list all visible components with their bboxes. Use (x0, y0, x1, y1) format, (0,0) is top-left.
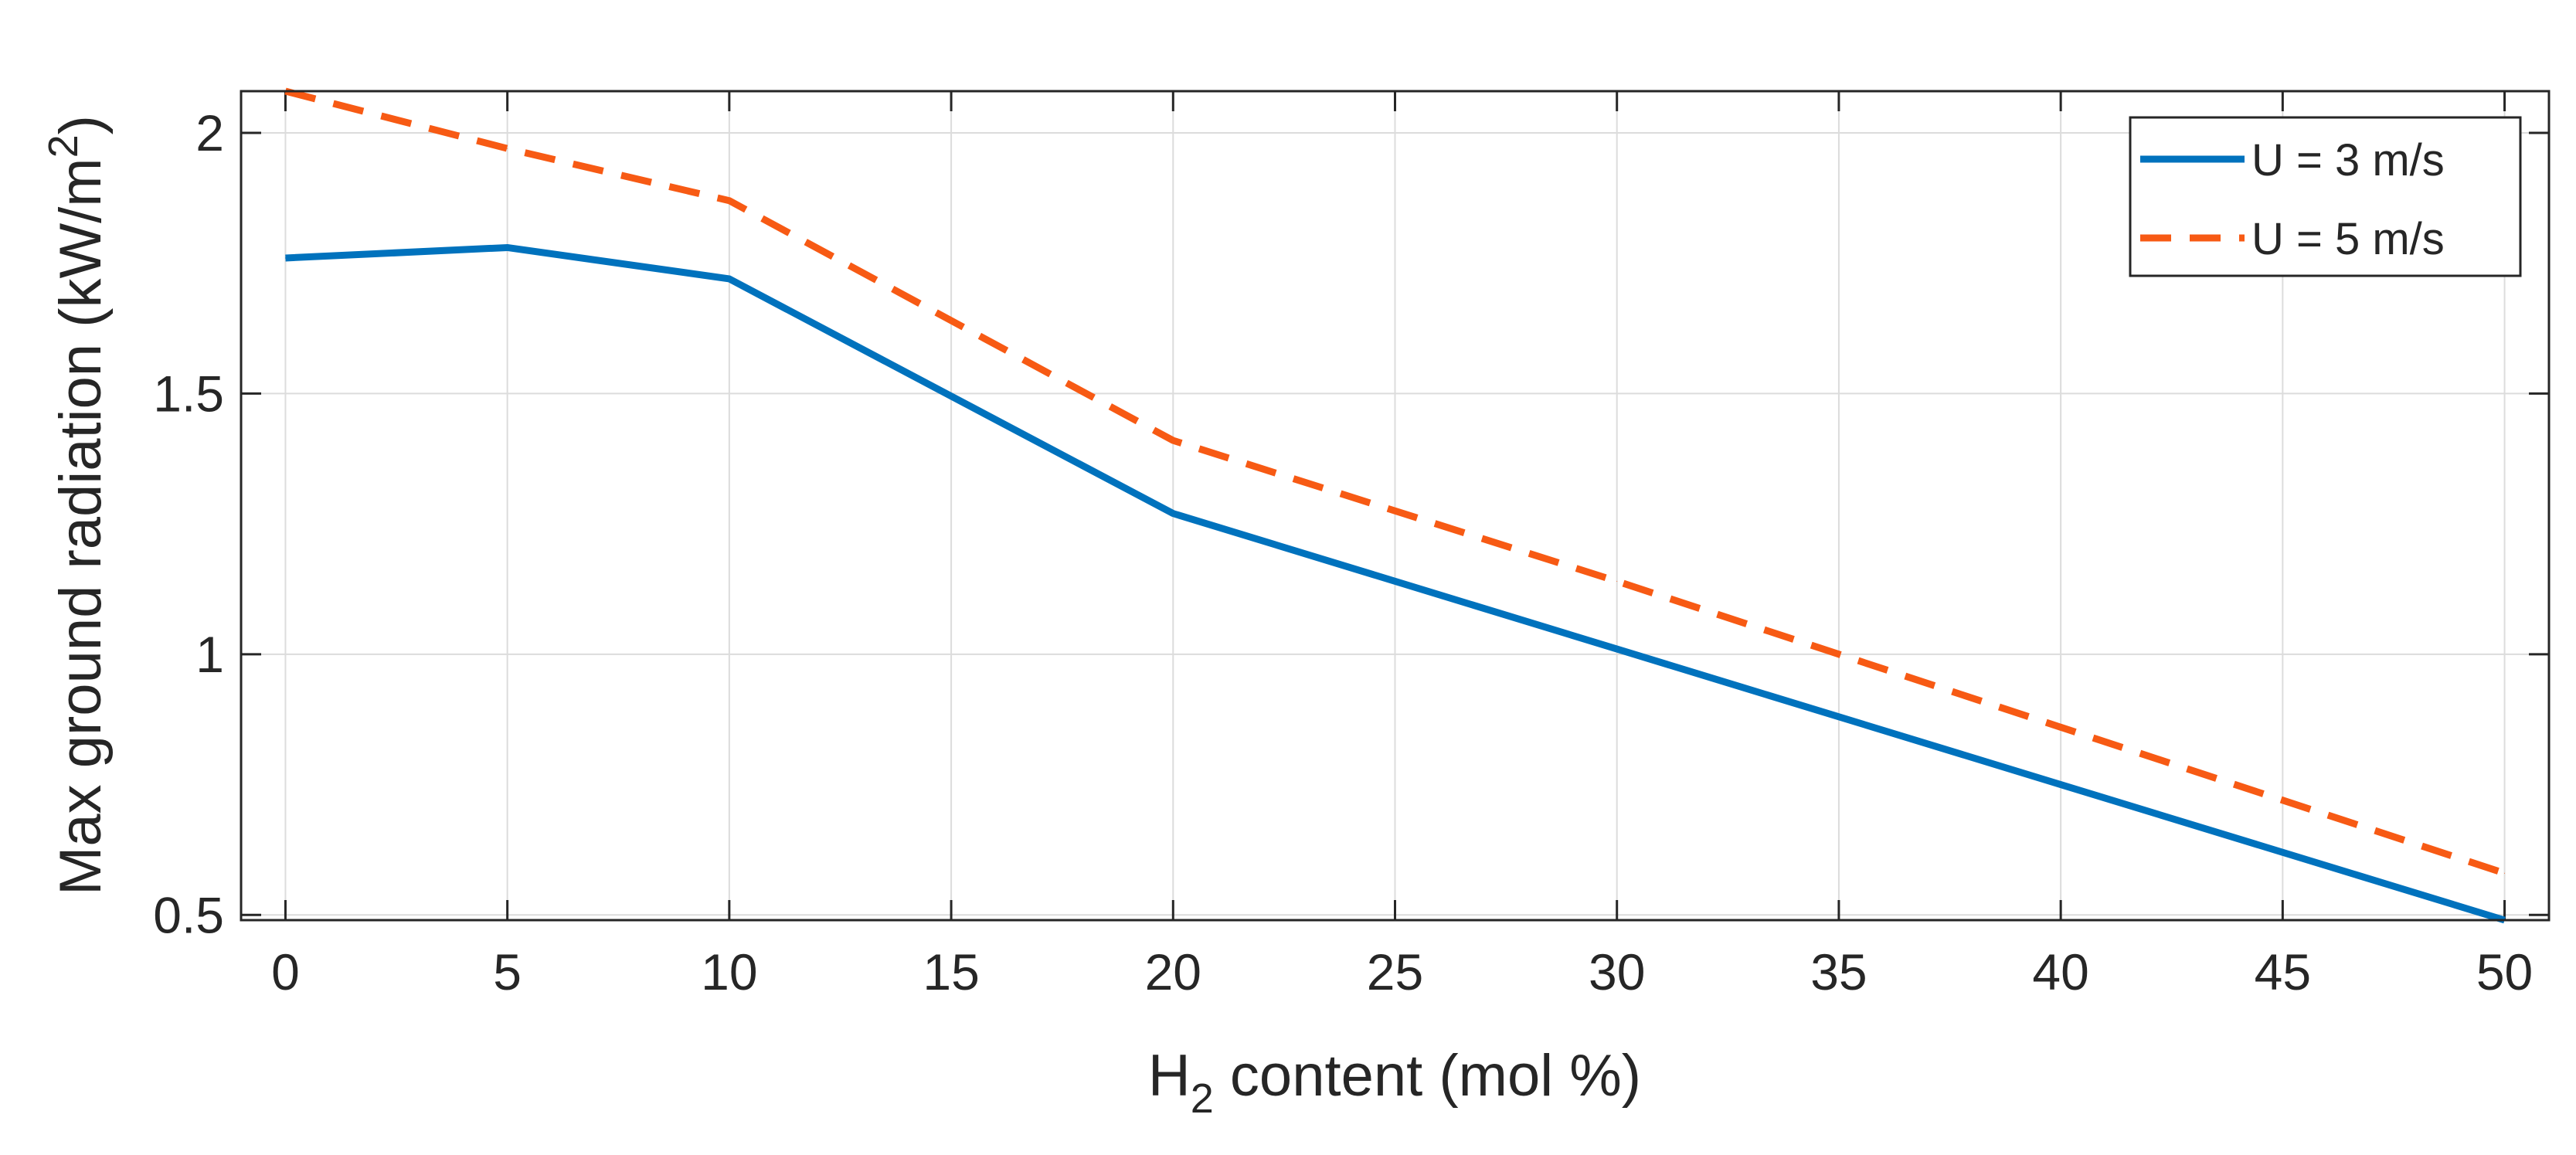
data-point (1616, 648, 1618, 650)
data-point (2504, 872, 2506, 874)
y-tick-label: 1 (195, 626, 224, 683)
x-axis-title-suffix: content (mol %) (1214, 1043, 1641, 1109)
x-tick-label: 25 (1367, 943, 1423, 1000)
x-axis-title-subscript: 2 (1191, 1075, 1214, 1122)
series-layer (284, 87, 2506, 924)
x-tick-label: 45 (2255, 943, 2311, 1000)
x-tick-label: 30 (1589, 943, 1645, 1000)
data-point (284, 257, 286, 259)
x-tick-label: 0 (271, 943, 300, 1000)
legend-label-u3: U = 3 m/s (2251, 135, 2445, 185)
x-tick-label: 40 (2032, 943, 2088, 1000)
data-point (507, 246, 508, 248)
data-point (1172, 513, 1174, 515)
y-axis-title: Max ground radiation (kW/m2) (40, 115, 114, 895)
data-point (1616, 580, 1618, 582)
x-tick-label: 50 (2476, 943, 2533, 1000)
x-tick-label: 20 (1145, 943, 1201, 1000)
y-axis-title-suffix: ) (48, 115, 114, 134)
x-tick-label: 5 (493, 943, 522, 1000)
legend-label-u5: U = 5 m/s (2251, 214, 2445, 264)
axes-box (240, 90, 2551, 922)
legend: U = 3 m/s U = 5 m/s (2129, 116, 2522, 277)
x-tick-label: 15 (923, 943, 979, 1000)
x-tick-label: 10 (701, 943, 757, 1000)
legend-box (2129, 116, 2522, 277)
y-tick-label: 2 (195, 104, 224, 161)
data-point (507, 148, 508, 149)
y-tick-label: 0.5 (153, 886, 224, 943)
data-point (1172, 440, 1174, 441)
y-axis-title-prefix: Max ground radiation (kW/m (48, 158, 114, 895)
tick-labels: 0 5 10 15 20 25 30 35 40 45 50 0.5 1 1.5 2 (153, 104, 2533, 1000)
x-axis-title: H2 content (mol %) (1148, 1043, 1641, 1122)
y-axis-title-superscript: 2 (40, 134, 87, 158)
x-tick-label: 35 (1810, 943, 1867, 1000)
x-axis-title-prefix: H (1148, 1043, 1191, 1109)
y-tick-label: 1.5 (153, 365, 224, 422)
ticks (241, 91, 2549, 920)
